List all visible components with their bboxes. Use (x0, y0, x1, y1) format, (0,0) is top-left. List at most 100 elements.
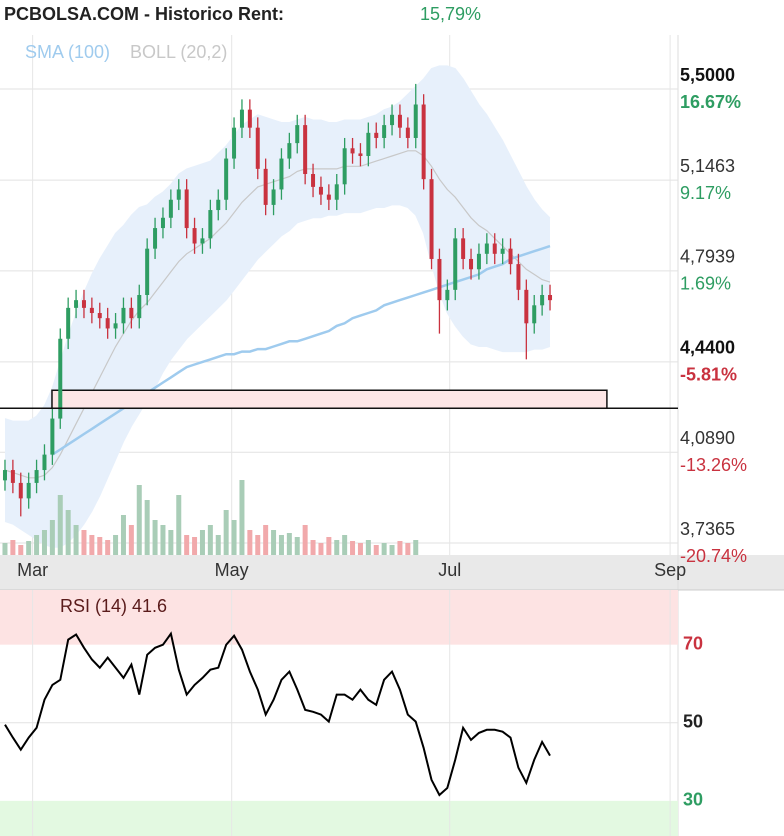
candle-body (279, 158, 284, 190)
volume-bar (136, 485, 142, 555)
candle-body (413, 104, 418, 138)
volume-bar (318, 543, 324, 555)
candle-body (153, 228, 158, 249)
candle-body (334, 184, 339, 200)
volume-bar (26, 541, 32, 555)
overbought-zone (0, 590, 678, 645)
candle-body (374, 132, 379, 138)
candle-body (58, 338, 63, 419)
volume-bar (184, 535, 190, 555)
volume-bar (65, 510, 71, 555)
volume-bar (247, 530, 253, 555)
candle-body (42, 454, 47, 471)
candle-body (81, 300, 86, 308)
candle-body (137, 295, 142, 319)
candle-body (445, 289, 450, 301)
candle-body (524, 289, 529, 324)
y-tick-change: -5.81% (680, 365, 737, 385)
candle-body (168, 199, 173, 218)
y-tick-label: 4,7939 (680, 247, 735, 267)
candle-body (2, 470, 7, 481)
candle-body (461, 238, 466, 259)
candle-body (397, 114, 402, 128)
candle-body (208, 210, 213, 239)
candle-body (18, 482, 23, 499)
volume-bar (381, 543, 387, 555)
bollinger-upper (4, 65, 551, 422)
rsi-line (4, 631, 551, 797)
volume-bar (342, 535, 348, 555)
y-tick-label: 3,7365 (680, 519, 735, 539)
volume-bar (271, 530, 277, 555)
volume-bar (176, 495, 182, 555)
candle-body (160, 217, 165, 229)
candle-body (105, 318, 110, 329)
volume-bar (57, 495, 63, 555)
header-rent: 15,79% (420, 4, 481, 24)
bollinger-band (5, 65, 550, 548)
volume-bar (152, 520, 158, 555)
candle-body (26, 482, 31, 499)
candle-body (548, 295, 553, 301)
y-tick-change: 9.17% (680, 183, 731, 203)
oversold-zone (0, 800, 678, 836)
y-tick-label: 5,5000 (680, 65, 735, 85)
candle-body (113, 323, 118, 329)
candle-body (10, 470, 15, 483)
candle-body (145, 248, 150, 295)
candle-body (476, 253, 481, 270)
candle-body (532, 305, 537, 324)
volume-bar (41, 530, 47, 555)
candle-body (516, 264, 521, 290)
candle-body (405, 127, 410, 138)
volume-bar (255, 535, 261, 555)
bollinger-mid (4, 150, 551, 479)
volume-bar (397, 541, 403, 555)
candle-body (303, 125, 308, 175)
candle-body (271, 189, 276, 205)
volume-bar (199, 530, 205, 555)
plot-layer: 5,5000 16.67% 5,1463 9.17% 4,7939 1.69% 4,4400… (0, 35, 747, 836)
candle-body (97, 313, 102, 319)
candle-body (176, 189, 181, 200)
rsi-title: RSI (14) 41.6 (60, 596, 167, 616)
x-tick-label: Jul (438, 560, 461, 580)
volume-bar (294, 537, 300, 555)
volume-bar (334, 540, 340, 555)
volume-bar (357, 543, 363, 555)
candle-body (34, 470, 39, 483)
volume-bar (231, 520, 237, 555)
legend-item: BOLL (20,2) (130, 42, 227, 62)
y-tick-label: 4,4400 (680, 338, 735, 358)
bollinger-lower (4, 204, 551, 548)
candle-body (200, 238, 205, 244)
candle-body (350, 148, 355, 154)
candle-body (263, 168, 268, 205)
volume-bar (160, 525, 166, 555)
x-tick-label: May (215, 560, 249, 580)
rsi-tick-label: 70 (683, 633, 703, 653)
candle-body (382, 125, 387, 138)
rsi-tick-label: 30 (683, 790, 703, 810)
candle-body (429, 179, 434, 259)
volume-bar (97, 537, 103, 555)
volume-bar (168, 530, 174, 555)
candle-body (50, 418, 55, 455)
candle-body (390, 114, 395, 126)
candle-body (89, 307, 94, 314)
candle-body (492, 243, 497, 254)
volume-bar (278, 535, 284, 555)
volume-bar (34, 535, 40, 555)
volume-bar (89, 535, 95, 555)
volume-bar (310, 540, 316, 555)
support-zone (51, 389, 608, 410)
volume-bar (128, 525, 134, 555)
volume-bar (263, 525, 269, 555)
header-title: PCBOLSA.COM - Historico Rent: (4, 4, 284, 24)
volume-bar (286, 533, 292, 555)
candle-body (437, 258, 442, 301)
candle-body (500, 248, 505, 254)
volume-bar (81, 530, 87, 555)
volume-bar (10, 540, 16, 555)
